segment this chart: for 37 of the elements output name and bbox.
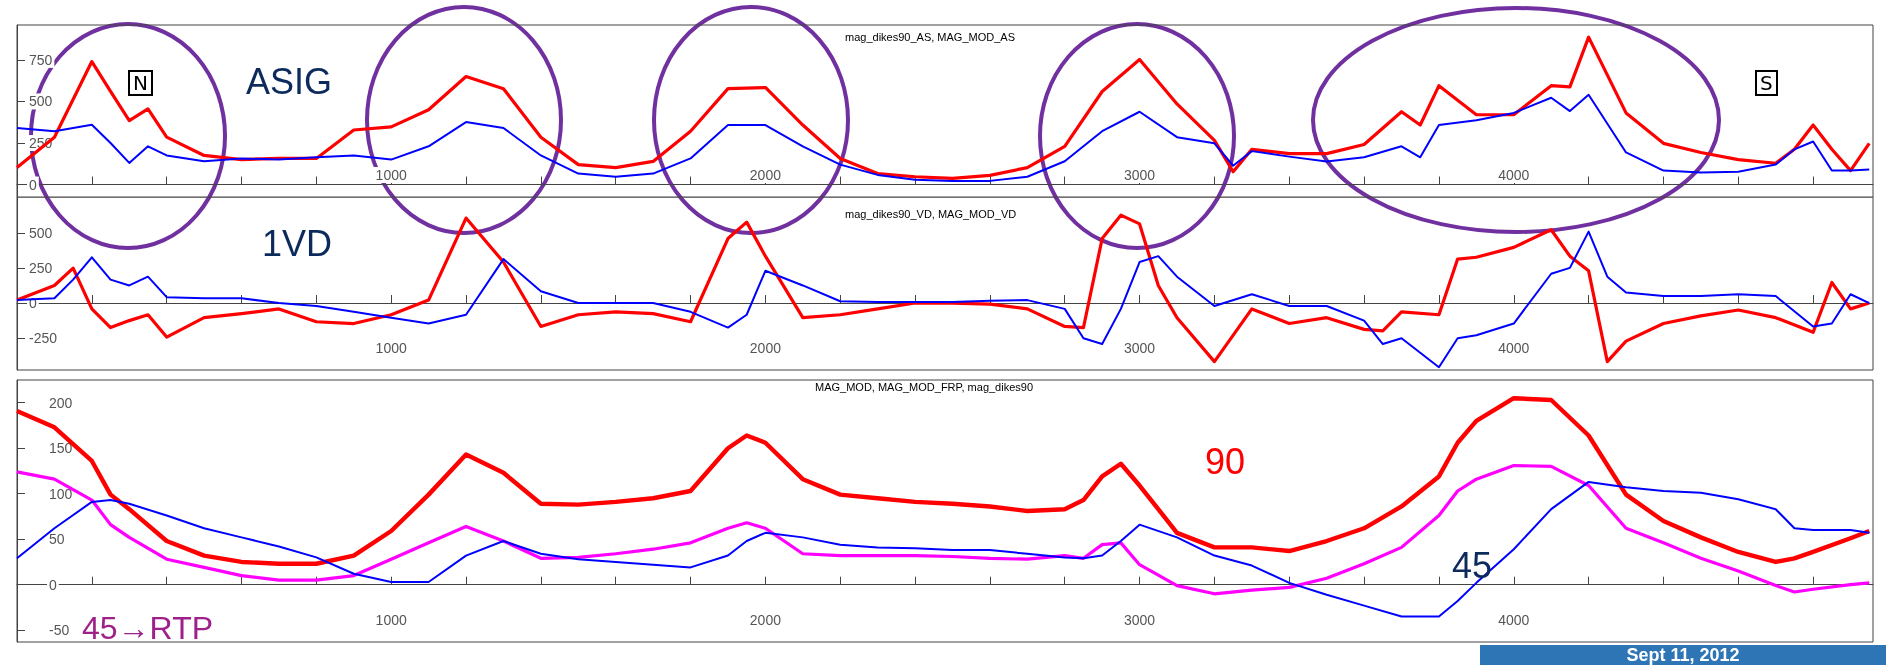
y-tick-label: 0 bbox=[49, 576, 57, 593]
annotation: 45→RTP bbox=[82, 610, 214, 646]
annotation: 90 bbox=[1205, 441, 1246, 482]
y-tick-label: 50 bbox=[49, 531, 65, 548]
y-tick-label: 0 bbox=[29, 176, 37, 193]
chart-title: MAG_MOD, MAG_MOD_FRP, mag_dikes90 bbox=[815, 380, 1034, 393]
annotation: 1VD bbox=[262, 223, 333, 264]
x-tick-label: 2000 bbox=[749, 167, 782, 183]
x-tick-label: 3000 bbox=[1124, 340, 1156, 356]
annotation: ASIG bbox=[246, 61, 333, 102]
x-tick-label: 3000 bbox=[1124, 612, 1156, 628]
x-tick-label: 1000 bbox=[375, 612, 407, 628]
x-tick-label: 4000 bbox=[1498, 167, 1530, 183]
y-tick-label: 100 bbox=[49, 485, 73, 502]
y-tick-label: 250 bbox=[29, 260, 53, 277]
y-tick-label: 200 bbox=[49, 394, 73, 411]
y-tick-label: 500 bbox=[29, 225, 53, 242]
y-tick-label: 150 bbox=[49, 440, 73, 457]
y-tick-label: 750 bbox=[29, 51, 53, 68]
x-tick-label: 1000 bbox=[375, 340, 407, 356]
y-tick-label: -250 bbox=[29, 329, 58, 346]
x-tick-label: 2000 bbox=[749, 612, 782, 628]
line-series bbox=[16, 93, 1871, 182]
annotation: 45 bbox=[1452, 545, 1493, 586]
text: Sept 11, 2012 bbox=[1480, 645, 1886, 665]
x-tick-label: 1000 bbox=[375, 167, 407, 183]
chart-title: mag_dikes90_AS, MAG_MOD_AS bbox=[845, 30, 1015, 43]
line-series bbox=[15, 35, 1871, 180]
y-tick-label: -50 bbox=[49, 622, 70, 639]
x-tick-label: 4000 bbox=[1498, 612, 1530, 628]
text: mag_dikes90_VD, MAG_MOD_VD bbox=[845, 207, 1017, 220]
y-tick-label: 500 bbox=[29, 93, 53, 110]
annotation: N bbox=[128, 70, 153, 96]
annotation: S bbox=[1755, 70, 1778, 96]
x-tick-label: 4000 bbox=[1498, 340, 1530, 356]
x-tick-label: 3000 bbox=[1124, 167, 1156, 183]
x-tick-label: 2000 bbox=[749, 340, 782, 356]
